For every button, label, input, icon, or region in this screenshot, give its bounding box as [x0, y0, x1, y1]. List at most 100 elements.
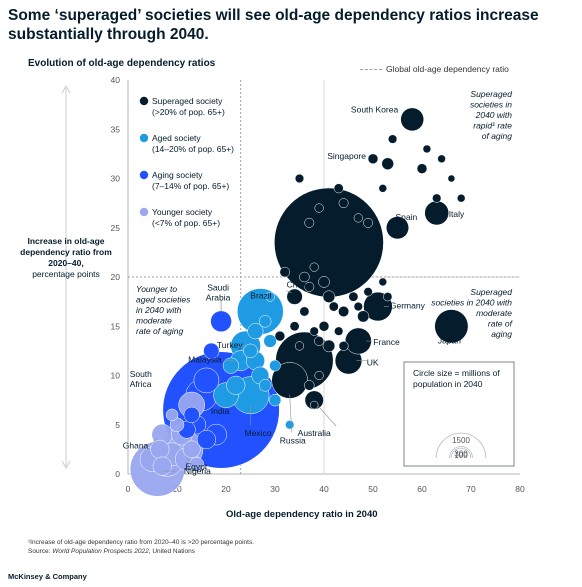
reference-line-legend: Global old-age dependency ratio: [360, 64, 509, 74]
y-tick-label: 10: [111, 371, 121, 381]
source-prefix: Source:: [28, 548, 53, 555]
y-tick-label: 40: [111, 75, 121, 85]
bubble: [258, 315, 272, 328]
bubble-spain: [386, 216, 409, 240]
size-legend-value: 1500: [452, 436, 470, 445]
size-legend-title: Circle size = millions of: [413, 368, 500, 378]
label-singapore: Singapore: [327, 151, 366, 161]
bubble: [322, 339, 336, 353]
bubble: [314, 336, 325, 346]
label-mexico: Mexico: [245, 428, 272, 438]
label-spain: Spain: [396, 212, 418, 222]
bubble: [309, 400, 319, 410]
bubble: [422, 144, 432, 154]
bubble: [226, 375, 246, 395]
bubble: [304, 281, 315, 292]
label-india: India: [211, 406, 230, 416]
leader-line: [317, 405, 337, 427]
y-tick-label: 35: [111, 124, 121, 134]
bubble: [222, 357, 240, 374]
bubble-saudi-arabia: [210, 310, 232, 333]
leader-line: [186, 457, 191, 462]
bubble: [263, 334, 277, 348]
bubble: [378, 277, 388, 287]
legend-label-aged: Aged society: [152, 133, 201, 143]
bubble: [183, 406, 200, 424]
bubble: [269, 359, 281, 372]
bubble-japan: [434, 309, 469, 344]
y-tick-label: 0: [115, 469, 120, 479]
label-germany: Germany: [390, 301, 426, 311]
bubble: [265, 291, 276, 302]
leader-line: [289, 394, 292, 433]
bubble: [309, 262, 319, 272]
footnote-source: Source: World Population Prospects 2022,…: [28, 547, 254, 556]
bubble: [388, 134, 398, 144]
x-tick-label: 30: [270, 484, 280, 494]
bubble: [378, 184, 388, 193]
x-tick-label: 70: [466, 484, 476, 494]
y-tick-label: 5: [115, 420, 120, 430]
legend-sublabel-younger: (<7% of pop. 65+): [152, 218, 220, 228]
label-south-africa: South Africa: [130, 369, 152, 389]
brand-logo-text: McKinsey & Company: [8, 572, 87, 581]
bubble: [152, 456, 172, 476]
size-legend-subtitle: population in 2040: [413, 379, 483, 389]
bubble-south-korea: [400, 107, 424, 132]
bubble: [348, 291, 359, 302]
bubble: [294, 341, 305, 351]
bubble: [333, 183, 344, 194]
label-egypt: Egypt: [185, 461, 207, 471]
bubble: [338, 341, 349, 351]
label-australia: Australia: [298, 428, 331, 438]
y-axis-label-rest: percentage points: [32, 269, 100, 279]
bubble-italy: [424, 200, 449, 226]
x-axis-label: Old-age dependency ratio in 2040: [226, 509, 378, 520]
y-axis-label-bold: Increase in old-age dependency ratio fro…: [20, 236, 112, 268]
bubble: [437, 154, 446, 164]
bubble: [416, 163, 428, 174]
label-chile: Chile: [287, 280, 307, 290]
bubble: [456, 193, 466, 203]
source-suffix: , United Nations: [148, 548, 195, 555]
quadrant-note-bottom-right: Superaged societies in 2040 with moderate r…: [431, 287, 513, 339]
leader-line: [239, 345, 244, 349]
label-italy: Italy: [449, 209, 465, 219]
bubble: [353, 213, 363, 223]
label-uk: UK: [367, 358, 379, 368]
bubble: [381, 157, 394, 170]
dashed-line-icon: [360, 69, 382, 71]
bubble: [318, 321, 330, 332]
bubble: [258, 379, 272, 392]
size-legend-arc: [449, 446, 473, 459]
label-us: US: [293, 356, 305, 366]
x-tick-label: 10: [172, 484, 182, 494]
x-tick-label: 50: [368, 484, 378, 494]
bubble: [363, 217, 374, 228]
label-saudi-arabia: Saudi Arabia: [206, 282, 231, 302]
bubble: [203, 342, 220, 359]
label-malaysia: Malaysia: [188, 355, 222, 365]
bubble: [243, 343, 258, 359]
bubble: [268, 393, 282, 407]
bubble: [294, 173, 305, 184]
legend-label-aging: Aging society: [152, 170, 203, 180]
legend-dot-aging: [139, 170, 149, 180]
size-legend-value: 300: [454, 450, 468, 459]
x-tick-label: 20: [221, 484, 231, 494]
bubble: [309, 326, 319, 336]
bubble: [165, 408, 179, 422]
x-tick-label: 80: [515, 484, 525, 494]
bubble: [182, 440, 201, 459]
legend-dot-superaged: [139, 96, 149, 106]
bubble-australia: [304, 390, 324, 410]
bubble: [304, 380, 315, 391]
label-ghana: Ghana: [123, 441, 149, 451]
legend-sublabel-superaged: (>20% of pop. 65+): [152, 107, 225, 117]
label-china: China: [318, 238, 340, 248]
size-legend-arc: [435, 432, 487, 459]
bubble: [363, 287, 373, 297]
y-tick-label: 20: [111, 272, 121, 282]
headline: Some ‘superaged’ societies will see old-…: [8, 7, 539, 43]
bubble: [279, 266, 291, 278]
